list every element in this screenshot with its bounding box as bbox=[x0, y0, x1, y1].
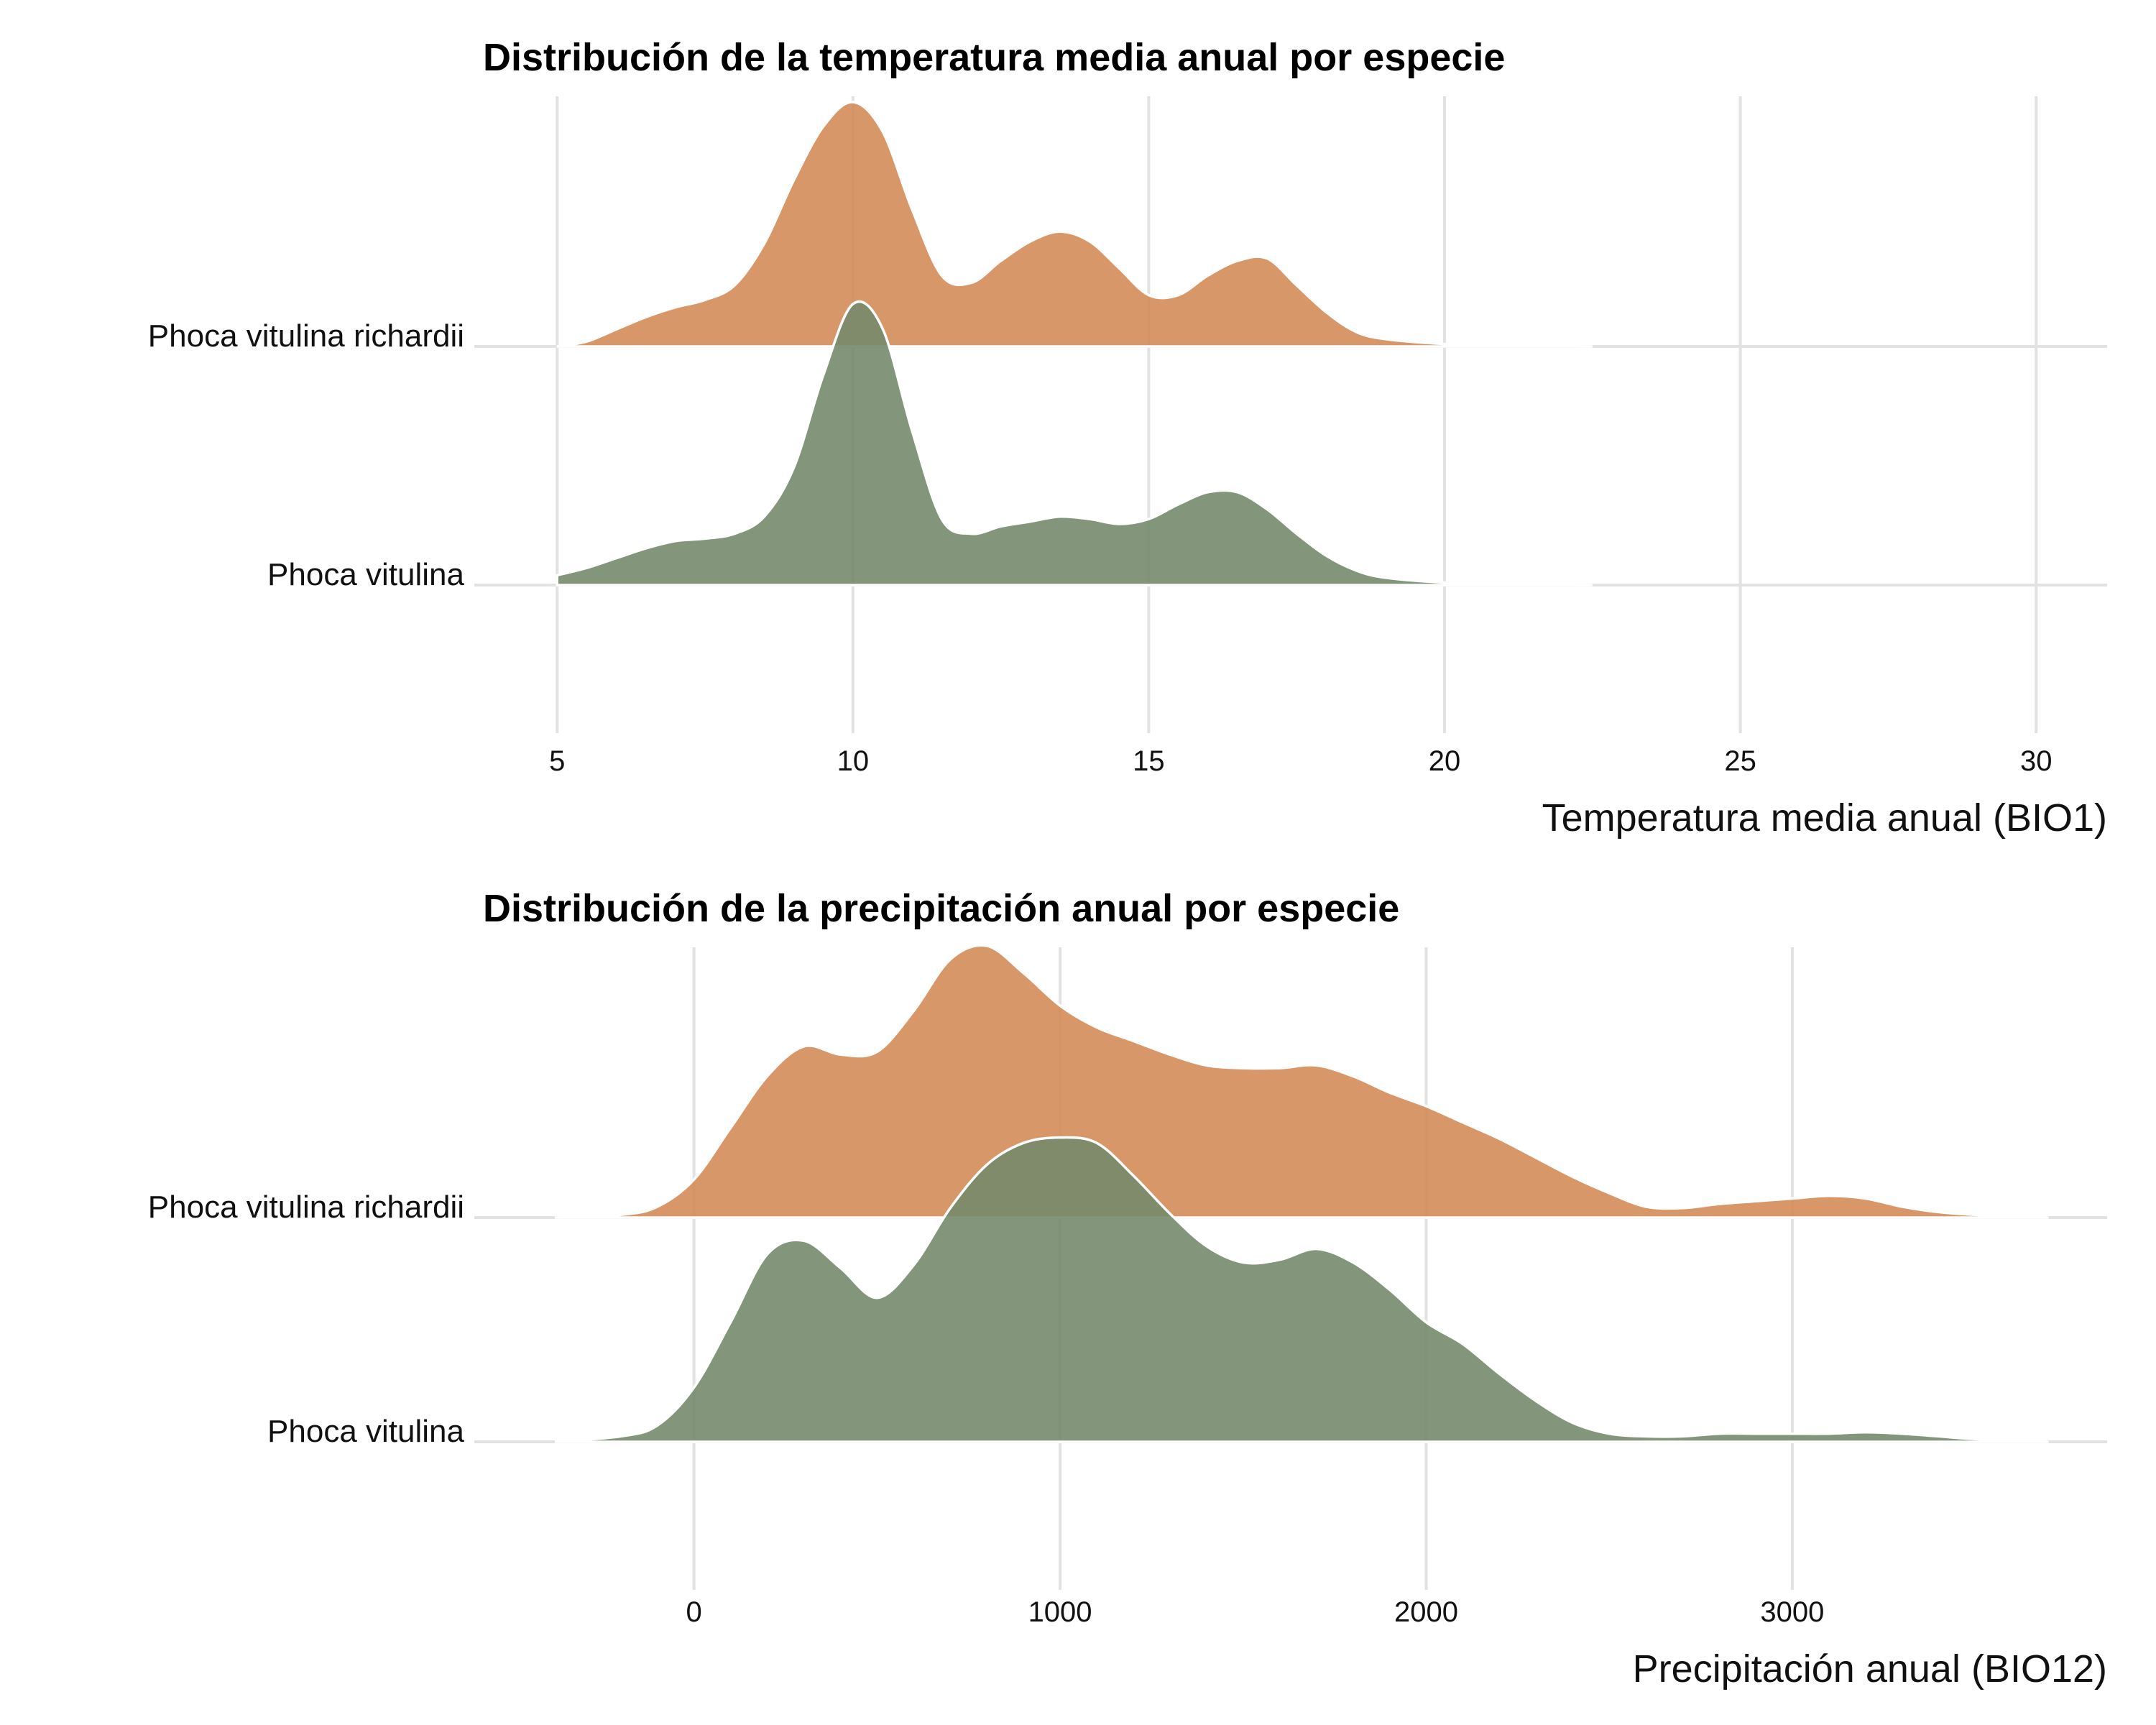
density-ridge-phoca-vitulina bbox=[556, 300, 1593, 586]
precipitation-ridges bbox=[554, 944, 2049, 1443]
precipitation-chart-title: Distribución de la precipitación anual p… bbox=[483, 887, 1399, 930]
precipitation-panel: Distribución de la precipitación anual p… bbox=[148, 887, 2107, 1690]
x-tick-label: 10 bbox=[837, 745, 870, 777]
y-label-phoca-vitulina: Phoca vitulina bbox=[267, 1414, 464, 1449]
density-ridge-phoca-vitulina-richardii bbox=[556, 101, 1593, 348]
x-tick-label: 2000 bbox=[1394, 1596, 1458, 1628]
temperature-ridges bbox=[556, 101, 1593, 586]
y-label-phoca-vitulina-richardii: Phoca vitulina richardii bbox=[148, 318, 464, 354]
precipitation-x-tick-labels: 0 1000 2000 3000 bbox=[686, 1596, 1825, 1628]
precipitation-x-axis-title: Precipitación anual (BIO12) bbox=[1633, 1647, 2107, 1690]
x-tick-label: 25 bbox=[1724, 745, 1756, 777]
x-tick-label: 30 bbox=[2020, 745, 2053, 777]
density-ridge-phoca-vitulina-richardii bbox=[555, 944, 2049, 1219]
density-ridge-phoca-vitulina bbox=[554, 1136, 2049, 1443]
temperature-x-axis-title: Temperatura media anual (BIO1) bbox=[1542, 796, 2107, 840]
temperature-chart-title: Distribución de la temperatura media anu… bbox=[483, 36, 1505, 79]
x-tick-label: 20 bbox=[1429, 745, 1461, 777]
temperature-x-tick-labels: 5 10 15 20 25 30 bbox=[549, 745, 2052, 777]
x-tick-label: 1000 bbox=[1028, 1596, 1092, 1628]
x-tick-label: 5 bbox=[549, 745, 565, 777]
temperature-gridlines bbox=[474, 96, 2107, 733]
x-tick-label: 3000 bbox=[1760, 1596, 1824, 1628]
x-tick-label: 0 bbox=[686, 1596, 702, 1628]
x-tick-label: 15 bbox=[1133, 745, 1165, 777]
y-label-phoca-vitulina: Phoca vitulina bbox=[267, 557, 464, 592]
temperature-panel: Distribución de la temperatura media anu… bbox=[148, 36, 2107, 840]
y-label-phoca-vitulina-richardii: Phoca vitulina richardii bbox=[148, 1190, 464, 1225]
